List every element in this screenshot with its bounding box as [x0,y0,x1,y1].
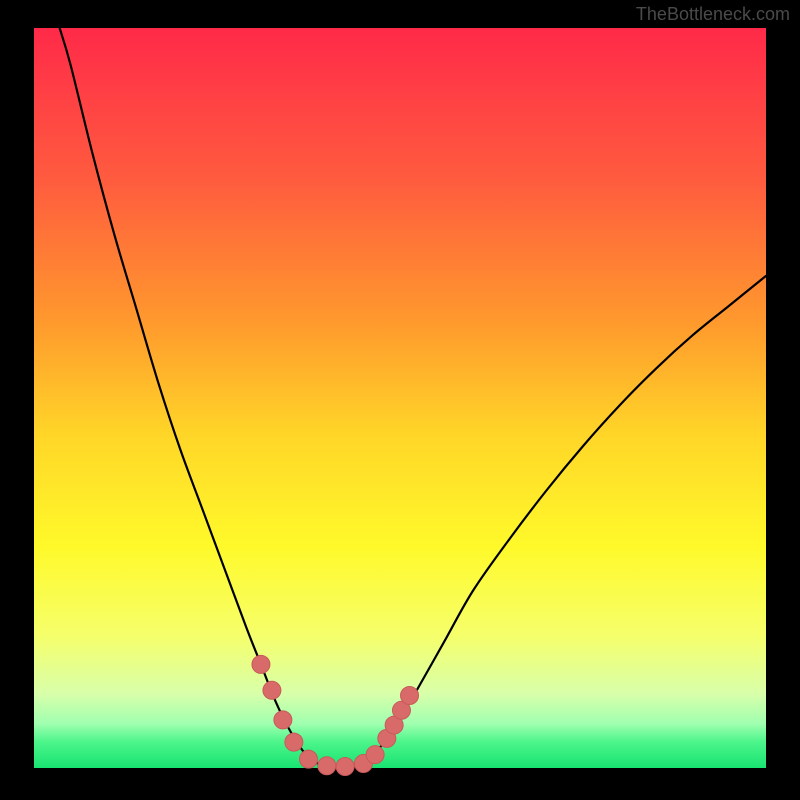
data-marker [318,757,336,775]
watermark-text: TheBottleneck.com [636,4,790,25]
chart-svg [0,0,800,800]
data-marker [336,758,354,776]
data-marker [401,686,419,704]
data-marker [263,681,281,699]
data-marker [252,655,270,673]
data-marker [366,746,384,764]
chart-container: TheBottleneck.com [0,0,800,800]
plot-background [34,28,766,768]
data-marker [274,711,292,729]
data-marker [285,733,303,751]
data-marker [300,750,318,768]
